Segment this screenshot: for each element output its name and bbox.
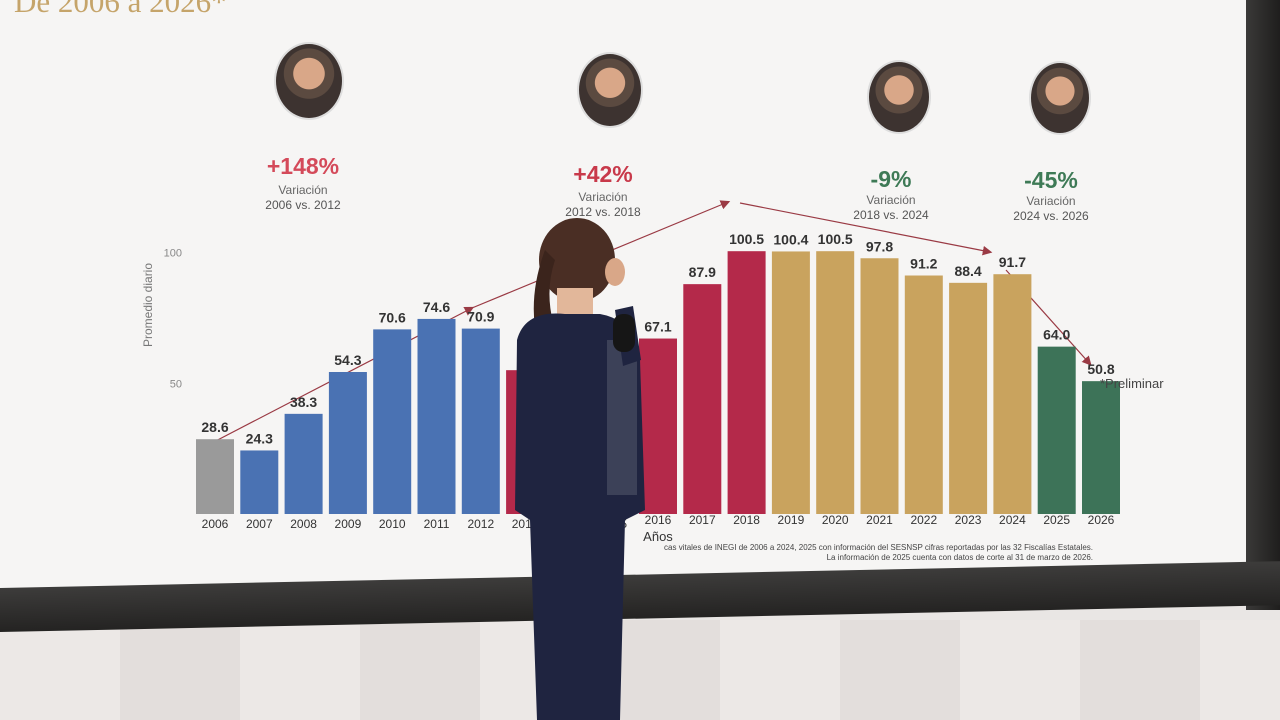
bar [1082,381,1120,514]
x-tick-label: 2017 [689,513,716,527]
bar [860,258,899,514]
variation-label-1: Variación [278,183,328,197]
value-label: 91.2 [910,256,937,272]
bar [904,275,943,514]
variation-range-2: 2012 vs. 2018 [565,205,641,219]
bars [196,251,1120,515]
value-label: 88.4 [954,263,981,279]
bar [949,282,988,514]
bar [284,413,323,514]
x-tick-label: 2020 [822,513,849,527]
x-tick-label: 2019 [778,513,805,527]
value-label: 67.1 [644,319,671,335]
x-tick-label: 2009 [335,517,362,531]
source-line-1: cas vitales de INEGI de 2006 a 2024, 202… [664,543,1093,552]
x-tick-label: 2008 [290,517,317,531]
bar [461,328,500,514]
source-note: cas vitales de INEGI de 2006 a 2024, 202… [620,543,1093,563]
value-label: 70.6 [379,309,406,325]
variation-pct-4: -45% [1024,167,1078,193]
variation-pct-1: +148% [266,153,340,179]
bar [771,251,810,515]
value-label: 64.0 [1043,327,1070,343]
bar [993,274,1032,514]
x-axis-label: Años [643,529,673,544]
value-label: 74.6 [423,299,450,315]
bar [417,318,456,514]
presenter-silhouette [515,218,645,720]
value-label: 54.3 [334,352,361,368]
value-label: 70.9 [467,309,494,325]
source-line-2: La información de 2025 cuenta con datos … [826,553,1093,562]
stage-floor [0,620,1280,720]
x-tick-label: 2022 [910,513,937,527]
y-ticks: 50 100 [164,248,182,391]
trend-arrow-3 [739,202,993,256]
x-tick-label: 2023 [955,513,982,527]
x-tick-label: 2016 [645,513,672,527]
x-tick-label: 2007 [246,517,273,531]
portrait-avatar-2 [577,52,643,128]
variation-pct-3: -9% [870,166,912,192]
x-tick-label: 2021 [866,513,893,527]
portrait-avatar-4 [1029,61,1091,135]
value-label: 100.4 [773,231,808,247]
variation-range-4: 2024 vs. 2026 [1013,209,1089,223]
value-label: 50.8 [1087,361,1114,377]
y-axis-label: Promedio diario [141,263,155,347]
x-tick-label: 2026 [1088,513,1115,527]
x-tick-label: 2012 [467,517,494,531]
portrait-avatar-3 [867,60,931,134]
x-tick-label: 2024 [999,513,1026,527]
bar-chart: Promedio diario 50 100 28.6 24.3 38.3 54.3 70… [141,200,1120,544]
x-tick-label: 2011 [424,517,450,531]
bar [683,284,722,514]
variation-label-2: Variación [578,190,628,204]
variation-label-3: Variación [866,193,916,207]
slide-title: De 2006 a 2026* [14,0,227,19]
bar [240,450,279,514]
bar [727,251,766,514]
bar [196,439,234,514]
y-tick-label: 100 [164,248,182,260]
variation-range-1: 2006 vs. 2012 [265,198,341,212]
value-label: 28.6 [201,419,228,435]
value-label: 38.3 [290,394,317,410]
bar [639,338,677,514]
x-tick-label: 2010 [379,517,406,531]
x-tick-label: 2006 [202,517,229,531]
value-label: 87.9 [689,264,716,280]
value-labels: 28.6 24.3 38.3 54.3 70.6 74.6 70.9 67.1 87.9 100.… [201,231,1114,446]
value-label: 97.8 [866,238,893,254]
bar [373,329,412,514]
value-label: 100.5 [818,231,853,247]
bar [328,372,367,514]
value-label: 100.5 [729,231,764,247]
x-tick-label: 2018 [733,513,760,527]
value-label: 91.7 [999,254,1026,270]
value-label: 24.3 [246,430,273,446]
variation-range-3: 2018 vs. 2024 [853,208,929,222]
bar [816,251,855,514]
portrait-avatar-1 [274,42,344,120]
x-tick-label: 2025 [1043,513,1070,527]
bar [1037,346,1076,514]
screen-frame-right [1246,0,1280,610]
y-tick-label: 50 [170,378,182,390]
preliminar-note: *Preliminar [1100,376,1164,391]
variation-label-4: Variación [1026,194,1076,208]
variation-pct-2: +42% [573,161,633,187]
